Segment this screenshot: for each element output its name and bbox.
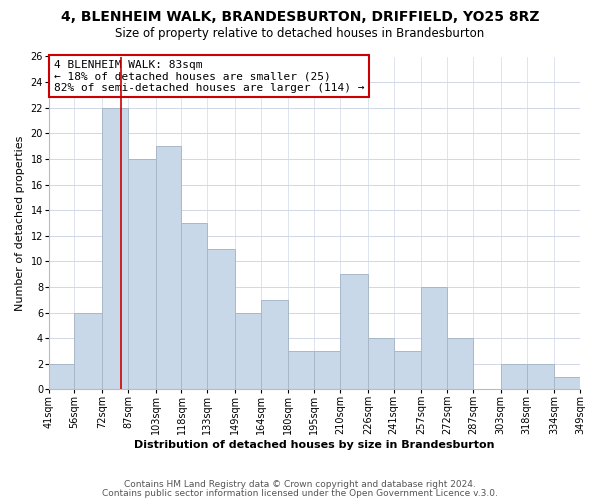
Bar [314,351,340,390]
Bar [102,108,128,390]
Bar [289,351,314,390]
Bar [368,338,394,390]
Bar [340,274,368,390]
Bar [49,364,74,390]
Bar [208,248,235,390]
Text: 4 BLENHEIM WALK: 83sqm
← 18% of detached houses are smaller (25)
82% of semi-det: 4 BLENHEIM WALK: 83sqm ← 18% of detached… [54,60,364,93]
Bar [394,351,421,390]
X-axis label: Distribution of detached houses by size in Brandesburton: Distribution of detached houses by size … [134,440,494,450]
Text: Contains HM Land Registry data © Crown copyright and database right 2024.: Contains HM Land Registry data © Crown c… [124,480,476,489]
Bar [500,364,527,390]
Bar [421,287,447,390]
Bar [447,338,473,390]
Y-axis label: Number of detached properties: Number of detached properties [15,136,25,310]
Bar [181,223,208,390]
Bar [261,300,289,390]
Bar [527,364,554,390]
Bar [235,312,261,390]
Bar [554,376,580,390]
Bar [155,146,181,390]
Bar [128,159,155,390]
Text: Size of property relative to detached houses in Brandesburton: Size of property relative to detached ho… [115,28,485,40]
Bar [74,312,102,390]
Text: 4, BLENHEIM WALK, BRANDESBURTON, DRIFFIELD, YO25 8RZ: 4, BLENHEIM WALK, BRANDESBURTON, DRIFFIE… [61,10,539,24]
Text: Contains public sector information licensed under the Open Government Licence v.: Contains public sector information licen… [102,488,498,498]
